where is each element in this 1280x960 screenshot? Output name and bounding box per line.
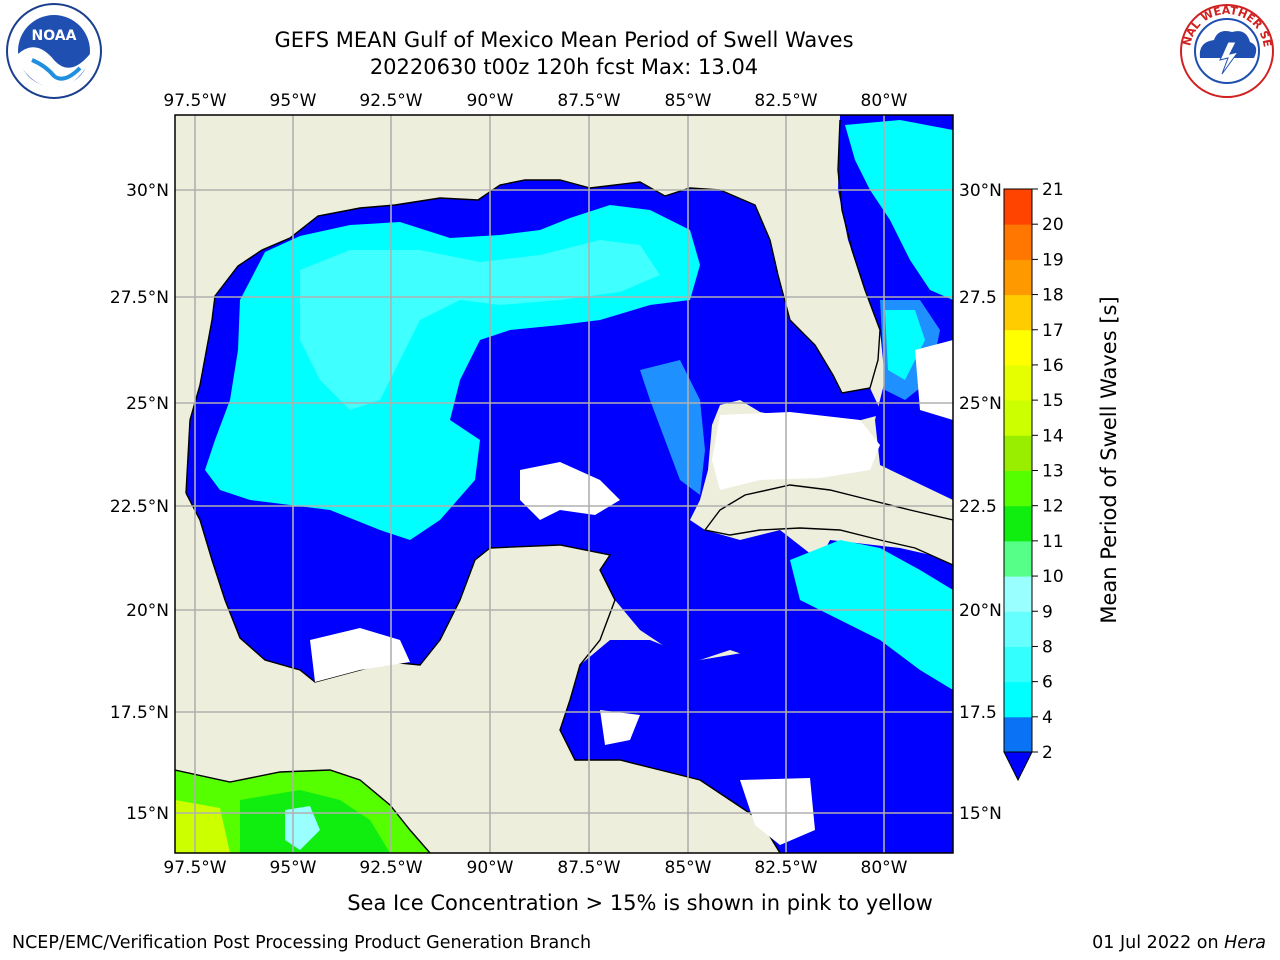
longitude-label-top: 85°W: [665, 91, 712, 111]
nodata-patch: [712, 412, 880, 490]
pacific-coastline: [175, 769, 431, 853]
noaa-logo: NOAA: [6, 3, 102, 99]
longitude-label-bottom: 85°W: [665, 858, 712, 878]
latitude-label-left: 25°N: [126, 394, 169, 414]
longitude-label-top: 97.5°W: [163, 91, 226, 111]
latitude-label-right: 20°N: [959, 601, 1002, 621]
colorbar-swatch: [1004, 470, 1032, 507]
longitude-label-top: 90°W: [467, 91, 514, 111]
longitude-label-bottom: 90°W: [467, 858, 514, 878]
colorbar-extend-arrow: [1003, 751, 1033, 782]
colorbar-swatch: [1004, 400, 1032, 436]
nodata-patch: [310, 628, 410, 682]
colorbar-tick-label: 11: [1042, 532, 1064, 552]
colorbar-tick-label: 9: [1042, 602, 1053, 622]
latitude-label-right: 15°N: [959, 804, 1002, 824]
florida-coast: [769, 119, 881, 394]
longitude-label-bottom: 80°W: [861, 858, 908, 878]
longitude-label-top: 87.5°W: [557, 91, 620, 111]
nodata-patch: [600, 710, 640, 745]
longitude-label-bottom: 92.5°W: [359, 858, 422, 878]
colorbar: 2 4 6 8 9 10 11 12 13 14 15 16 17 18 19 20 21 Mean Perio…: [1003, 180, 1121, 782]
swell-zone-atlantic: [845, 120, 953, 300]
longitude-label-bottom: 87.5°W: [557, 858, 620, 878]
colorbar-swatch: [1004, 611, 1032, 647]
colorbar-tick-label: 16: [1042, 356, 1064, 376]
colorbar-label: Mean Period of Swell Waves [s]: [1097, 296, 1121, 623]
colorbar-tick-label: 2: [1042, 743, 1053, 763]
latitude-label-left: 22.5°N: [110, 497, 169, 517]
colorbar-swatch: [1004, 716, 1032, 753]
latitude-label-right: 25°N: [959, 394, 1002, 414]
colorbar-tick-label: 10: [1042, 567, 1064, 587]
latitude-label-right: 30°N: [959, 181, 1002, 201]
swell-zone-caribbean: [790, 540, 953, 690]
longitude-label-top: 80°W: [861, 91, 908, 111]
latitude-label-right: 22.5: [959, 497, 997, 517]
longitude-label-top: 82.5°W: [754, 91, 817, 111]
longitude-label-top: 95°W: [270, 91, 317, 111]
longitude-label-bottom: 95°W: [270, 858, 317, 878]
mexico-coastline: [185, 492, 781, 853]
colorbar-tick-label: 20: [1042, 215, 1064, 235]
colorbar-tick-label: 6: [1042, 673, 1053, 693]
colorbar-tick-label: 17: [1042, 321, 1064, 341]
noaa-logo-text: NOAA: [32, 28, 77, 44]
colorbar-swatch: [1004, 189, 1032, 225]
latitude-label-left: 27.5°N: [110, 288, 169, 308]
colorbar-swatch: [1004, 329, 1032, 366]
colorbar-swatch: [1004, 505, 1032, 542]
run-date: 01 Jul 2022 on Hera: [1092, 933, 1266, 953]
colorbar-swatch: [1004, 224, 1032, 260]
colorbar-tick-label: 4: [1042, 708, 1053, 728]
colorbar-tick-label: 8: [1042, 637, 1053, 657]
graticule: [175, 115, 953, 853]
longitude-label-bottom: 97.5°W: [163, 858, 226, 878]
colorbar-swatch: [1004, 259, 1032, 296]
colorbar-tick-label: 18: [1042, 286, 1064, 306]
gulf-coastline: [185, 179, 771, 494]
longitude-label-bottom: 82.5°W: [754, 858, 817, 878]
colorbar-swatch: [1004, 646, 1032, 683]
chart-title: GEFS MEAN Gulf of Mexico Mean Period of …: [274, 28, 854, 52]
sea-ice-note: Sea Ice Concentration > 15% is shown in …: [347, 891, 933, 915]
longitude-label-top: 92.5°W: [359, 91, 422, 111]
map-frame: [174, 114, 954, 854]
run-date-text: 01 Jul 2022 on: [1092, 933, 1225, 953]
cuba: [703, 484, 953, 566]
nws-logo: NATIONAL WEATHER SERVICE: [1176, 2, 1274, 98]
colorbar-swatch: [1004, 364, 1032, 401]
swell-zone-nw-light: [300, 240, 660, 410]
colorbar-swatch: [1004, 681, 1032, 718]
nodata-patch: [915, 340, 953, 420]
latitude-label-right: 17.5: [959, 703, 997, 723]
latitude-label-right: 27.5: [959, 288, 997, 308]
chart-subtitle: 20220630 t00z 120h fcst Max: 13.04: [369, 55, 759, 79]
latitude-label-left: 15°N: [126, 804, 169, 824]
colorbar-tick-label: 14: [1042, 426, 1064, 446]
colorbar-swatch: [1004, 576, 1032, 612]
nodata-patch: [740, 778, 815, 845]
colorbar-swatch: [1004, 435, 1032, 471]
latitude-label-left: 17.5°N: [110, 703, 169, 723]
swell-zone-bahamas-cyan: [885, 310, 925, 380]
latitude-label-left: 20°N: [126, 601, 169, 621]
colorbar-tick-label: 19: [1042, 250, 1064, 270]
producer-credit: NCEP/EMC/Verification Post Processing Pr…: [12, 933, 592, 953]
latitude-label-left: 30°N: [126, 181, 169, 201]
run-host: Hera: [1224, 933, 1266, 953]
colorbar-tick-label: 15: [1042, 391, 1064, 411]
colorbar-tick-label: 12: [1042, 497, 1064, 517]
colorbar-swatch: [1004, 540, 1032, 577]
colorbar-tick-label: 13: [1042, 462, 1064, 482]
colorbar-tick-label: 21: [1042, 180, 1064, 200]
colorbar-swatch: [1004, 294, 1032, 331]
